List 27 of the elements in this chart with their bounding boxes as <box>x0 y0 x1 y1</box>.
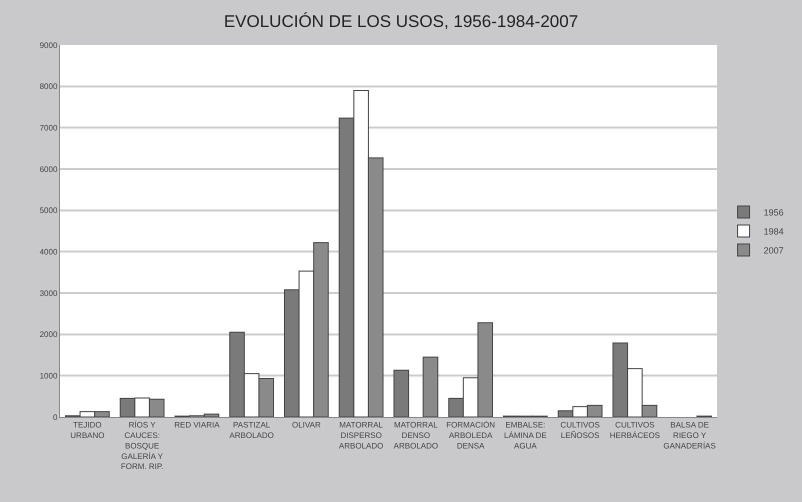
x-tick-label: MATORRAL DENSO ARBOLADO <box>394 420 438 450</box>
y-tick-label: 8000 <box>40 82 58 92</box>
y-tick-label: 4000 <box>40 247 58 256</box>
y-tick-label: 5000 <box>40 206 58 216</box>
x-tick-label: FORMACIÓN ARBOLEDA DENSA <box>446 420 496 450</box>
x-tick-label: CULTIVOS HERBÁCEOS <box>610 420 660 440</box>
x-tick-label: MATORRAL DISPERSO ARBOLADO <box>338 420 384 450</box>
x-tick-label: PASTIZAL ARBOLADO <box>229 420 274 440</box>
x-tick-label: TEJIDO URBANO <box>70 420 104 440</box>
legend-label: 1956 <box>764 208 784 218</box>
x-tick-label: CULTIVOS LEÑOSOS <box>560 420 600 440</box>
y-tick-label: 9000 <box>40 40 58 50</box>
y-tick-label: 0 <box>52 412 58 422</box>
x-tick-label: RED VIARIA <box>174 420 220 430</box>
x-tick-label: EMBALSE: LÁMINA DE AGUA <box>504 420 547 450</box>
bar <box>393 370 410 417</box>
x-tick-label: OLIVAR <box>292 420 321 430</box>
y-tick-label: 7000 <box>40 123 58 132</box>
x-tick-label: BALSA DE RIEGO Y GANADERÍAS <box>663 420 716 450</box>
legend-label: 1984 <box>764 226 784 237</box>
y-tick-label: 6000 <box>40 164 58 174</box>
y-tick-label: 3000 <box>40 288 58 298</box>
y-tick-label: 2000 <box>40 330 58 340</box>
y-tick-label: 1000 <box>40 371 58 380</box>
x-tick-label: RÍOS Y CAUCES: BOSQUE GALERÍA Y FORM. RIP. <box>120 420 164 472</box>
chart-title: EVOLUCIÓN DE LOS USOS, 1956-1984-2007 <box>224 12 578 31</box>
legend-label: 2007 <box>764 246 784 256</box>
